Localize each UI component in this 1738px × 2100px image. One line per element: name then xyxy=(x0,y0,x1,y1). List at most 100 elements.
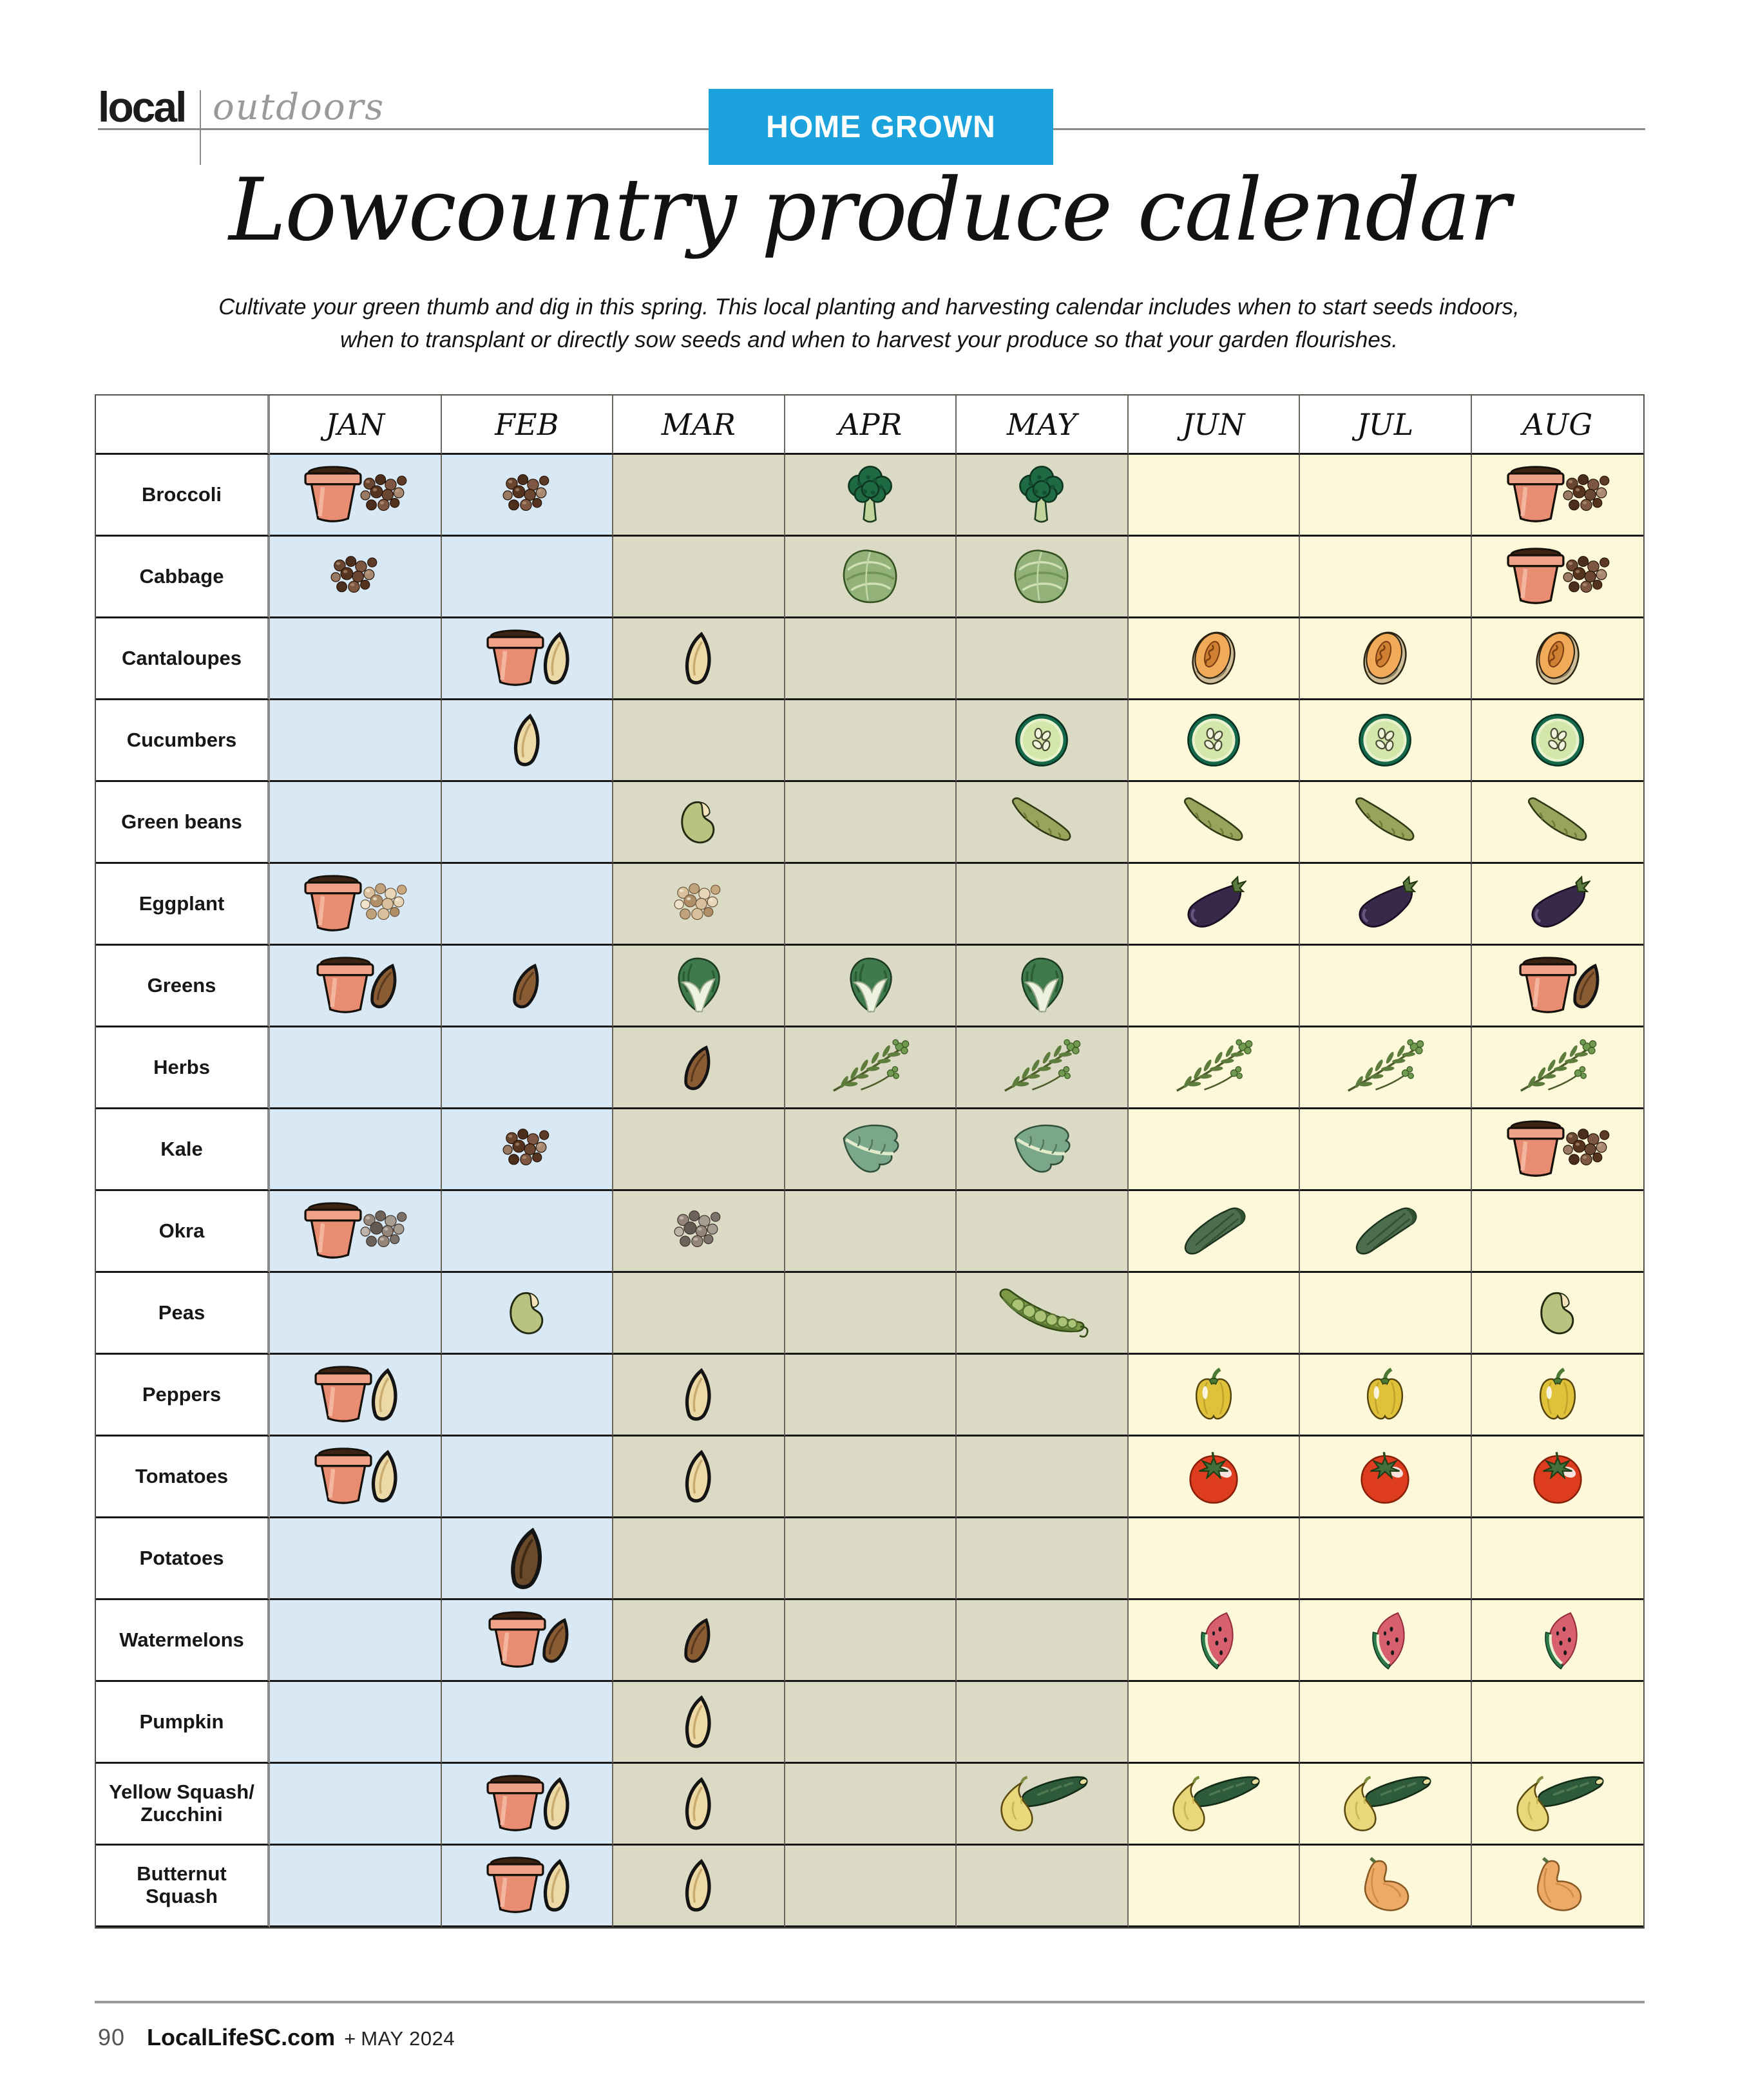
cell-pumpkin-jun xyxy=(1128,1682,1300,1764)
cucumber-icon xyxy=(1357,712,1413,768)
watermelon-icon xyxy=(1185,1610,1243,1670)
seed-tan-icon xyxy=(539,631,575,685)
cell-pumpkin-feb xyxy=(441,1682,613,1764)
cell-watermelons-feb xyxy=(441,1600,613,1682)
cell-pumpkin-mar xyxy=(613,1682,785,1764)
seed-tan-icon xyxy=(680,1449,716,1503)
cell-cantaloupes-jul xyxy=(1300,618,1472,700)
cell-cabbage-jun xyxy=(1128,537,1300,618)
squash-zucchini-icon xyxy=(1509,1773,1607,1835)
cell-peppers-aug xyxy=(1471,1355,1643,1437)
cell-pumpkin-apr xyxy=(785,1682,957,1764)
pot-icon xyxy=(297,1201,369,1261)
cell-peppers-jun xyxy=(1128,1355,1300,1437)
seed-brown-icon xyxy=(540,1616,573,1665)
greens-icon xyxy=(1015,955,1069,1016)
pot-icon xyxy=(1500,1119,1572,1179)
cell-eggplant-mar xyxy=(613,864,785,946)
seeds-gray-icon xyxy=(670,1208,727,1254)
cell-okra-jan xyxy=(270,1191,442,1273)
cell-tomatoes-apr xyxy=(785,1437,957,1518)
cell-eggplant-jul xyxy=(1300,864,1472,946)
pot-icon xyxy=(481,1610,553,1670)
brand-divider xyxy=(200,90,201,165)
cell-kale-jan xyxy=(270,1109,442,1191)
cell-butternut-squash-jun xyxy=(1128,1846,1300,1927)
cell-butternut-squash-mar xyxy=(613,1846,785,1927)
pot-icon xyxy=(1512,955,1584,1015)
cell-peas-jun xyxy=(1128,1273,1300,1355)
pepper-icon xyxy=(1533,1365,1582,1425)
cell-yellow-squash-zucchini-mar xyxy=(613,1764,785,1846)
cell-okra-mar xyxy=(613,1191,785,1273)
cell-watermelons-mar xyxy=(613,1600,785,1682)
cell-watermelons-aug xyxy=(1471,1600,1643,1682)
kale-icon xyxy=(836,1122,904,1176)
cell-tomatoes-jan xyxy=(270,1437,442,1518)
seeds-tan-icon xyxy=(670,881,727,927)
cell-okra-aug xyxy=(1471,1191,1643,1273)
herbs-icon xyxy=(1516,1038,1599,1096)
cell-cabbage-feb xyxy=(441,537,613,618)
pea-pod-icon xyxy=(994,1286,1089,1341)
butternut-squash-icon xyxy=(1354,1857,1416,1913)
cell-yellow-squash-zucchini-jul xyxy=(1300,1764,1472,1846)
cell-butternut-squash-jan xyxy=(270,1846,442,1927)
pot-icon xyxy=(479,1773,551,1833)
cell-okra-feb xyxy=(441,1191,613,1273)
cell-potatoes-may xyxy=(957,1518,1129,1600)
cell-kale-apr xyxy=(785,1109,957,1191)
cell-greens-jan xyxy=(270,946,442,1027)
pepper-icon xyxy=(1189,1365,1238,1425)
cell-broccoli-jan xyxy=(270,455,442,537)
row-label-cantaloupes: Cantaloupes xyxy=(96,618,270,700)
cell-cantaloupes-jun xyxy=(1128,618,1300,700)
seed-tan-icon xyxy=(539,1858,575,1913)
eggplant-icon xyxy=(1352,875,1418,933)
month-header-apr: APR xyxy=(785,396,957,455)
seed-green-icon xyxy=(678,799,718,845)
kale-icon xyxy=(1007,1122,1076,1176)
cell-cucumbers-apr xyxy=(785,700,957,782)
row-label-butternut-squash: Butternut Squash xyxy=(96,1846,270,1927)
row-label-watermelons: Watermelons xyxy=(96,1600,270,1682)
cell-yellow-squash-zucchini-jan xyxy=(270,1764,442,1846)
cell-watermelons-jun xyxy=(1128,1600,1300,1682)
cell-okra-jul xyxy=(1300,1191,1472,1273)
cell-cucumbers-jun xyxy=(1128,700,1300,782)
row-label-yellow-squash-zucchini: Yellow Squash/ Zucchini xyxy=(96,1764,270,1846)
cell-broccoli-jul xyxy=(1300,455,1472,537)
broccoli-icon xyxy=(1014,464,1069,526)
seed-brown-icon xyxy=(511,962,543,1010)
okra-icon xyxy=(1177,1205,1250,1257)
cell-yellow-squash-zucchini-feb xyxy=(441,1764,613,1846)
cell-kale-jul xyxy=(1300,1109,1472,1191)
cantaloupe-icon xyxy=(1357,629,1413,687)
cell-green-beans-jun xyxy=(1128,782,1300,864)
cell-kale-mar xyxy=(613,1109,785,1191)
pot-icon xyxy=(307,1364,379,1424)
cell-potatoes-feb xyxy=(441,1518,613,1600)
cell-peppers-jan xyxy=(270,1355,442,1437)
seed-tan-icon xyxy=(367,1449,403,1503)
cell-okra-jun xyxy=(1128,1191,1300,1273)
cell-cabbage-jan xyxy=(270,537,442,618)
seed-brown-icon xyxy=(368,962,401,1010)
brand-logo: local xyxy=(98,83,187,131)
cell-greens-mar xyxy=(613,946,785,1027)
tomato-icon xyxy=(1356,1449,1414,1505)
seed-brown-icon xyxy=(682,1044,714,1092)
pot-icon xyxy=(479,628,551,688)
cell-herbs-feb xyxy=(441,1027,613,1109)
calendar-corner-cell xyxy=(96,396,270,455)
cabbage-icon xyxy=(840,548,901,606)
pot-icon xyxy=(309,955,381,1015)
cell-broccoli-may xyxy=(957,455,1129,537)
cell-greens-may xyxy=(957,946,1129,1027)
cell-watermelons-apr xyxy=(785,1600,957,1682)
green-bean-icon xyxy=(1348,796,1422,847)
cell-greens-jun xyxy=(1128,946,1300,1027)
cell-peas-aug xyxy=(1471,1273,1643,1355)
cell-pumpkin-may xyxy=(957,1682,1129,1764)
cell-cantaloupes-feb xyxy=(441,618,613,700)
